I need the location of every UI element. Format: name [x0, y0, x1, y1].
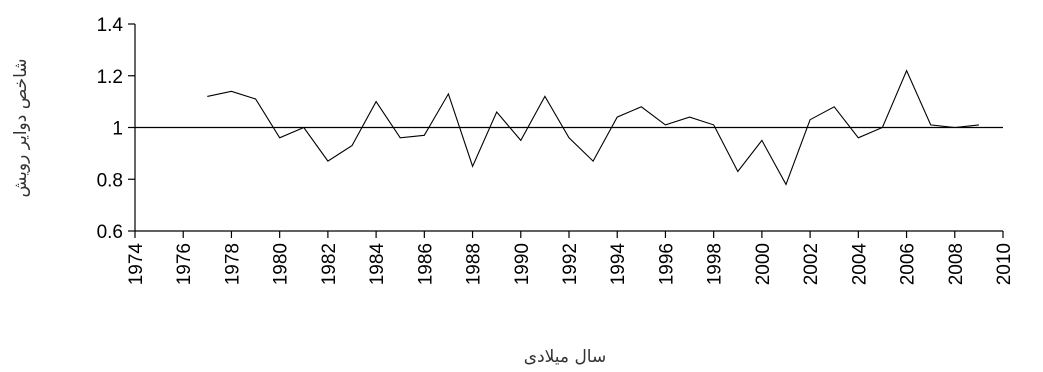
x-tick-label: 2000: [753, 243, 774, 285]
y-axis-title: شاخص دوایر رویش: [11, 58, 31, 197]
x-tick-label: 1982: [319, 243, 340, 285]
data-point: [423, 134, 425, 136]
data-point: [712, 124, 714, 126]
x-tick-label: 1998: [705, 243, 726, 285]
x-tick-label: 2008: [946, 243, 967, 285]
data-point: [254, 98, 256, 100]
data-point: [351, 144, 353, 146]
y-tick-label: 1: [112, 119, 123, 140]
data-point: [954, 126, 956, 128]
data-point: [495, 111, 497, 113]
x-tick-label: 1980: [271, 243, 292, 285]
data-point: [857, 137, 859, 139]
x-tick-label: 1974: [126, 243, 147, 286]
y-tick-label: 0.8: [97, 170, 123, 191]
x-tick-label: 2006: [898, 243, 919, 285]
data-point: [206, 95, 208, 97]
data-point: [399, 137, 401, 139]
y-axis: 0.6 0.8 1 1.2 1.4: [97, 15, 136, 243]
x-tick-label: 1996: [656, 243, 677, 285]
y-tick-label: 0.6: [97, 222, 123, 243]
data-point: [978, 124, 980, 126]
data-point: [785, 183, 787, 185]
data-point: [809, 119, 811, 121]
x-tick-label: 2004: [849, 243, 870, 286]
x-axis: 1974 1976 1978 1980 1982 1984 1986 1988 1990 1992…: [126, 230, 1015, 286]
data-point: [688, 116, 690, 118]
y-tick-label: 1.2: [97, 67, 123, 88]
x-tick-label: 1978: [222, 243, 243, 285]
data-point: [568, 137, 570, 139]
x-tick-label: 1984: [367, 243, 388, 286]
data-point: [327, 160, 329, 162]
series-group: [206, 69, 980, 186]
data-point: [278, 137, 280, 139]
x-tick-label: 2010: [994, 243, 1015, 285]
data-point: [761, 139, 763, 141]
data-point: [664, 124, 666, 126]
x-tick-label: 1976: [174, 243, 195, 285]
data-point: [230, 90, 232, 92]
data-point: [833, 106, 835, 108]
y-tick-label: 1.4: [97, 15, 124, 36]
data-point: [544, 95, 546, 97]
x-tick-label: 1986: [415, 243, 436, 285]
data-point: [447, 93, 449, 95]
data-point: [640, 106, 642, 108]
data-point: [471, 165, 473, 167]
data-point: [881, 126, 883, 128]
x-tick-label: 1992: [560, 243, 581, 285]
data-point: [520, 139, 522, 141]
data-point: [303, 126, 305, 128]
x-tick-label: 1994: [608, 243, 629, 286]
x-tick-label: 1988: [464, 243, 485, 285]
data-point: [737, 170, 739, 172]
data-point: [375, 100, 377, 102]
x-tick-label: 1990: [512, 243, 533, 285]
x-axis-title: سال میلادی: [524, 347, 606, 367]
series-line: [207, 69, 979, 186]
data-point: [592, 160, 594, 162]
data-point: [905, 69, 907, 71]
data-point: [929, 124, 931, 126]
x-tick-label: 2002: [801, 243, 822, 285]
data-point: [616, 116, 618, 118]
